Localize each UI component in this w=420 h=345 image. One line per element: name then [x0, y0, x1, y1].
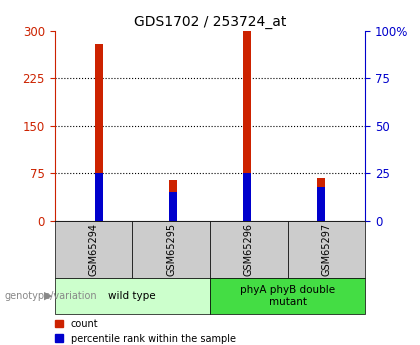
Legend: count, percentile rank within the sample: count, percentile rank within the sample: [55, 319, 236, 344]
Text: phyA phyB double
mutant: phyA phyB double mutant: [240, 285, 335, 307]
Bar: [243, 31, 252, 221]
Text: GSM65295: GSM65295: [166, 223, 176, 276]
Bar: [243, 173, 252, 221]
Title: GDS1702 / 253724_at: GDS1702 / 253724_at: [134, 14, 286, 29]
Bar: [168, 193, 177, 221]
Bar: [168, 180, 177, 221]
Bar: [94, 173, 103, 221]
Bar: [94, 44, 103, 221]
Bar: [317, 178, 326, 221]
Text: genotype/variation: genotype/variation: [4, 291, 97, 301]
Bar: [317, 187, 326, 221]
Text: GSM65296: GSM65296: [244, 223, 254, 276]
Text: ▶: ▶: [44, 291, 52, 301]
Text: wild type: wild type: [108, 291, 156, 301]
Text: GSM65294: GSM65294: [89, 223, 98, 276]
Text: GSM65297: GSM65297: [322, 223, 331, 276]
